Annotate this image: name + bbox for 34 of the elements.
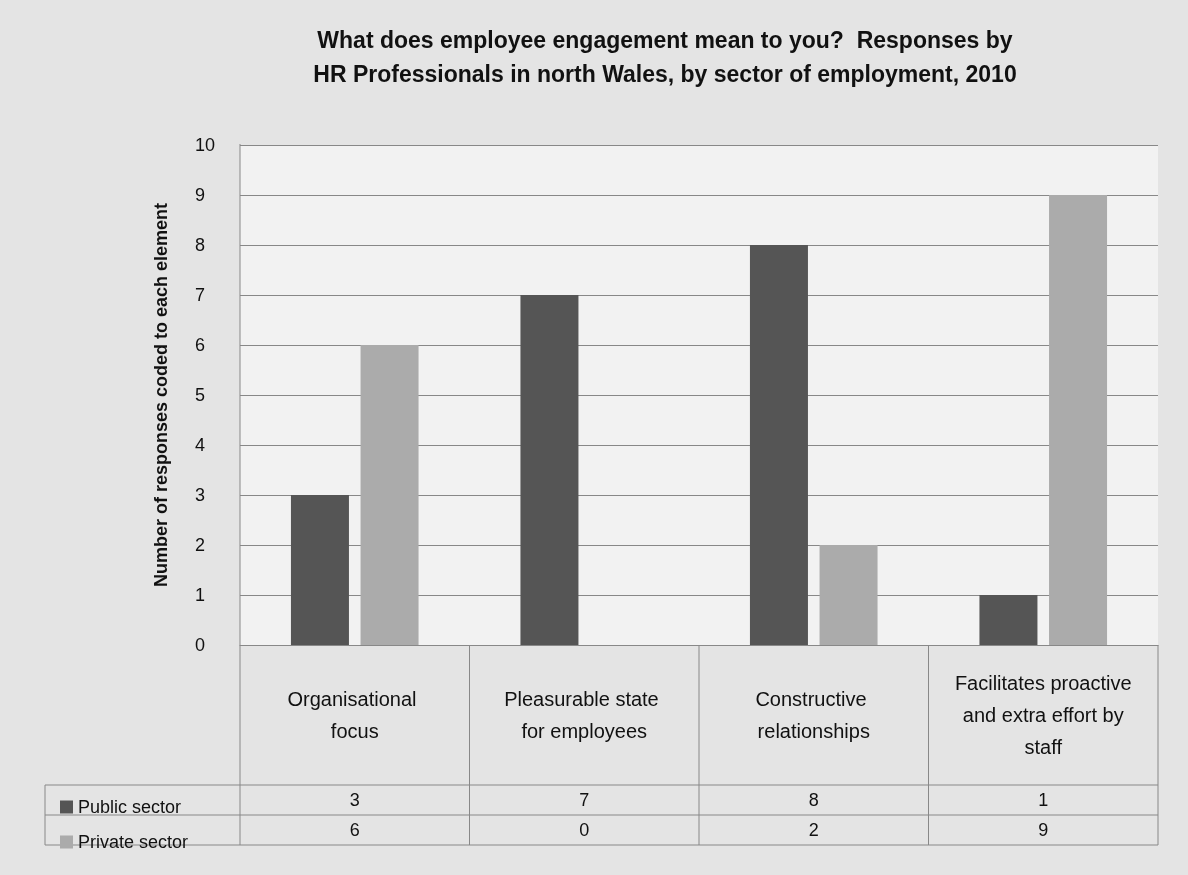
y-tick-label: 2 — [195, 535, 206, 555]
bar — [1049, 195, 1108, 645]
y-tick-label: 5 — [195, 385, 206, 405]
data-label: 9 — [1038, 820, 1049, 840]
y-tick-label: 0 — [195, 635, 206, 655]
legend-label: Public sector — [78, 797, 182, 817]
y-tick-label: 10 — [195, 135, 216, 155]
data-label: 2 — [808, 820, 819, 840]
legend-label: Private sector — [78, 832, 189, 852]
x-tick-label: Facilitates proactive and extra effort by staff — [954, 672, 1132, 758]
bar — [749, 245, 808, 645]
y-tick-label: 3 — [195, 485, 206, 505]
bar — [360, 345, 419, 645]
chart-title: What does employee engagement mean to you? Responses by HR Professionals in north Wales, by sector of employment, 2010 — [313, 27, 1017, 87]
x-tick-label: Pleasurable state for employees — [504, 688, 665, 742]
data-label: 1 — [1038, 790, 1049, 810]
bar — [290, 495, 349, 645]
y-tick-label: 9 — [195, 185, 206, 205]
y-tick-label: 4 — [195, 435, 206, 455]
x-tick-label: Constructive relationships — [755, 688, 873, 742]
x-tick-label: Organisational focus — [287, 688, 423, 742]
bar — [819, 545, 878, 645]
y-tick-label: 7 — [195, 285, 206, 305]
y-tick-label: 8 — [195, 235, 206, 255]
bar — [520, 295, 579, 645]
y-tick-label: 6 — [195, 335, 206, 355]
y-axis-title: Number of responses coded to each element — [151, 202, 171, 588]
data-label: 3 — [349, 790, 360, 810]
y-tick-label: 1 — [195, 585, 206, 605]
data-label: 0 — [579, 820, 590, 840]
data-label: 8 — [808, 790, 819, 810]
data-label: 6 — [349, 820, 360, 840]
data-label: 7 — [579, 790, 590, 810]
bar — [979, 595, 1038, 645]
